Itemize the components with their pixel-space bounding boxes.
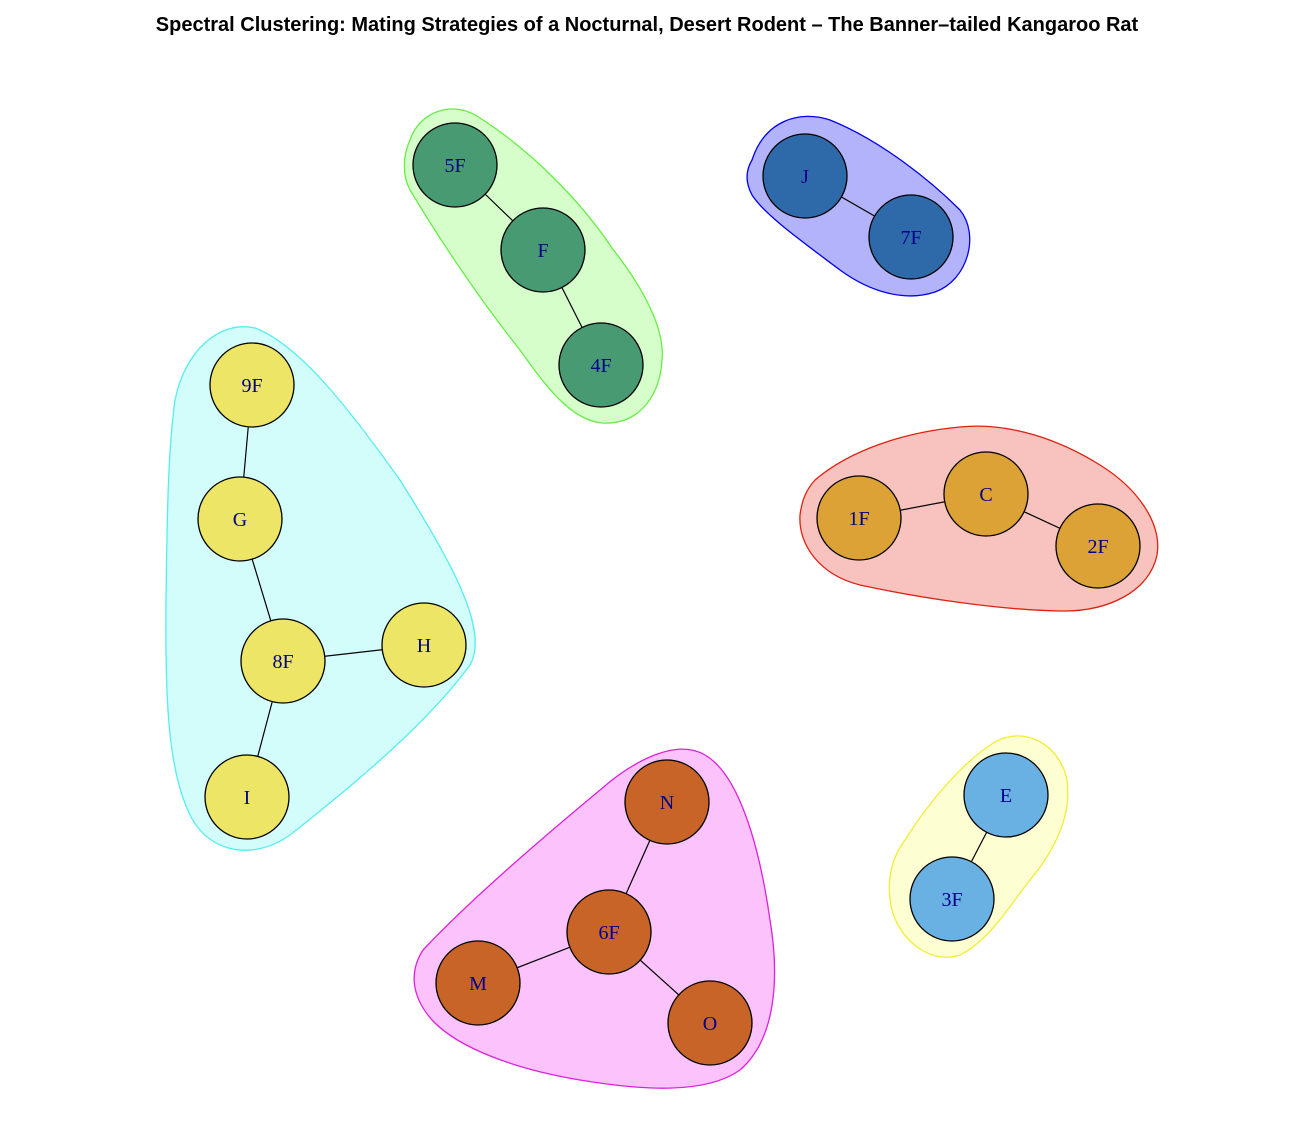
node-9F: 9F: [210, 343, 294, 427]
node-label-M: M: [469, 973, 487, 995]
node-label-9F: 9F: [241, 375, 262, 397]
node-label-G: G: [233, 509, 247, 531]
node-label-1F: 1F: [848, 508, 869, 530]
node-1F: 1F: [817, 476, 901, 560]
node-F: F: [501, 208, 585, 292]
cluster-hull-cyan: [166, 327, 475, 851]
node-label-N: N: [660, 792, 674, 814]
node-7F: 7F: [869, 195, 953, 279]
node-2F: 2F: [1056, 504, 1140, 588]
node-6F: 6F: [567, 890, 651, 974]
node-3F: 3F: [910, 857, 994, 941]
node-4F: 4F: [559, 323, 643, 407]
node-label-F: F: [537, 240, 548, 262]
node-label-4F: 4F: [590, 355, 611, 377]
node-label-O: O: [703, 1013, 717, 1035]
node-label-I: I: [244, 787, 251, 809]
node-H: H: [382, 603, 466, 687]
node-C: C: [944, 452, 1028, 536]
node-label-8F: 8F: [272, 651, 293, 673]
node-O: O: [668, 981, 752, 1065]
node-J: J: [763, 134, 847, 218]
node-label-J: J: [801, 166, 809, 188]
cluster-hulls: [166, 109, 1158, 1088]
node-label-6F: 6F: [598, 922, 619, 944]
node-label-7F: 7F: [900, 227, 921, 249]
node-G: G: [198, 477, 282, 561]
node-label-E: E: [1000, 785, 1012, 807]
node-I: I: [205, 755, 289, 839]
node-label-C: C: [979, 484, 992, 506]
node-M: M: [436, 941, 520, 1025]
node-E: E: [964, 753, 1048, 837]
node-N: N: [625, 760, 709, 844]
node-label-5F: 5F: [444, 155, 465, 177]
node-label-H: H: [417, 635, 431, 657]
node-label-3F: 3F: [941, 889, 962, 911]
node-5F: 5F: [413, 123, 497, 207]
node-label-2F: 2F: [1087, 536, 1108, 558]
node-8F: 8F: [241, 619, 325, 703]
